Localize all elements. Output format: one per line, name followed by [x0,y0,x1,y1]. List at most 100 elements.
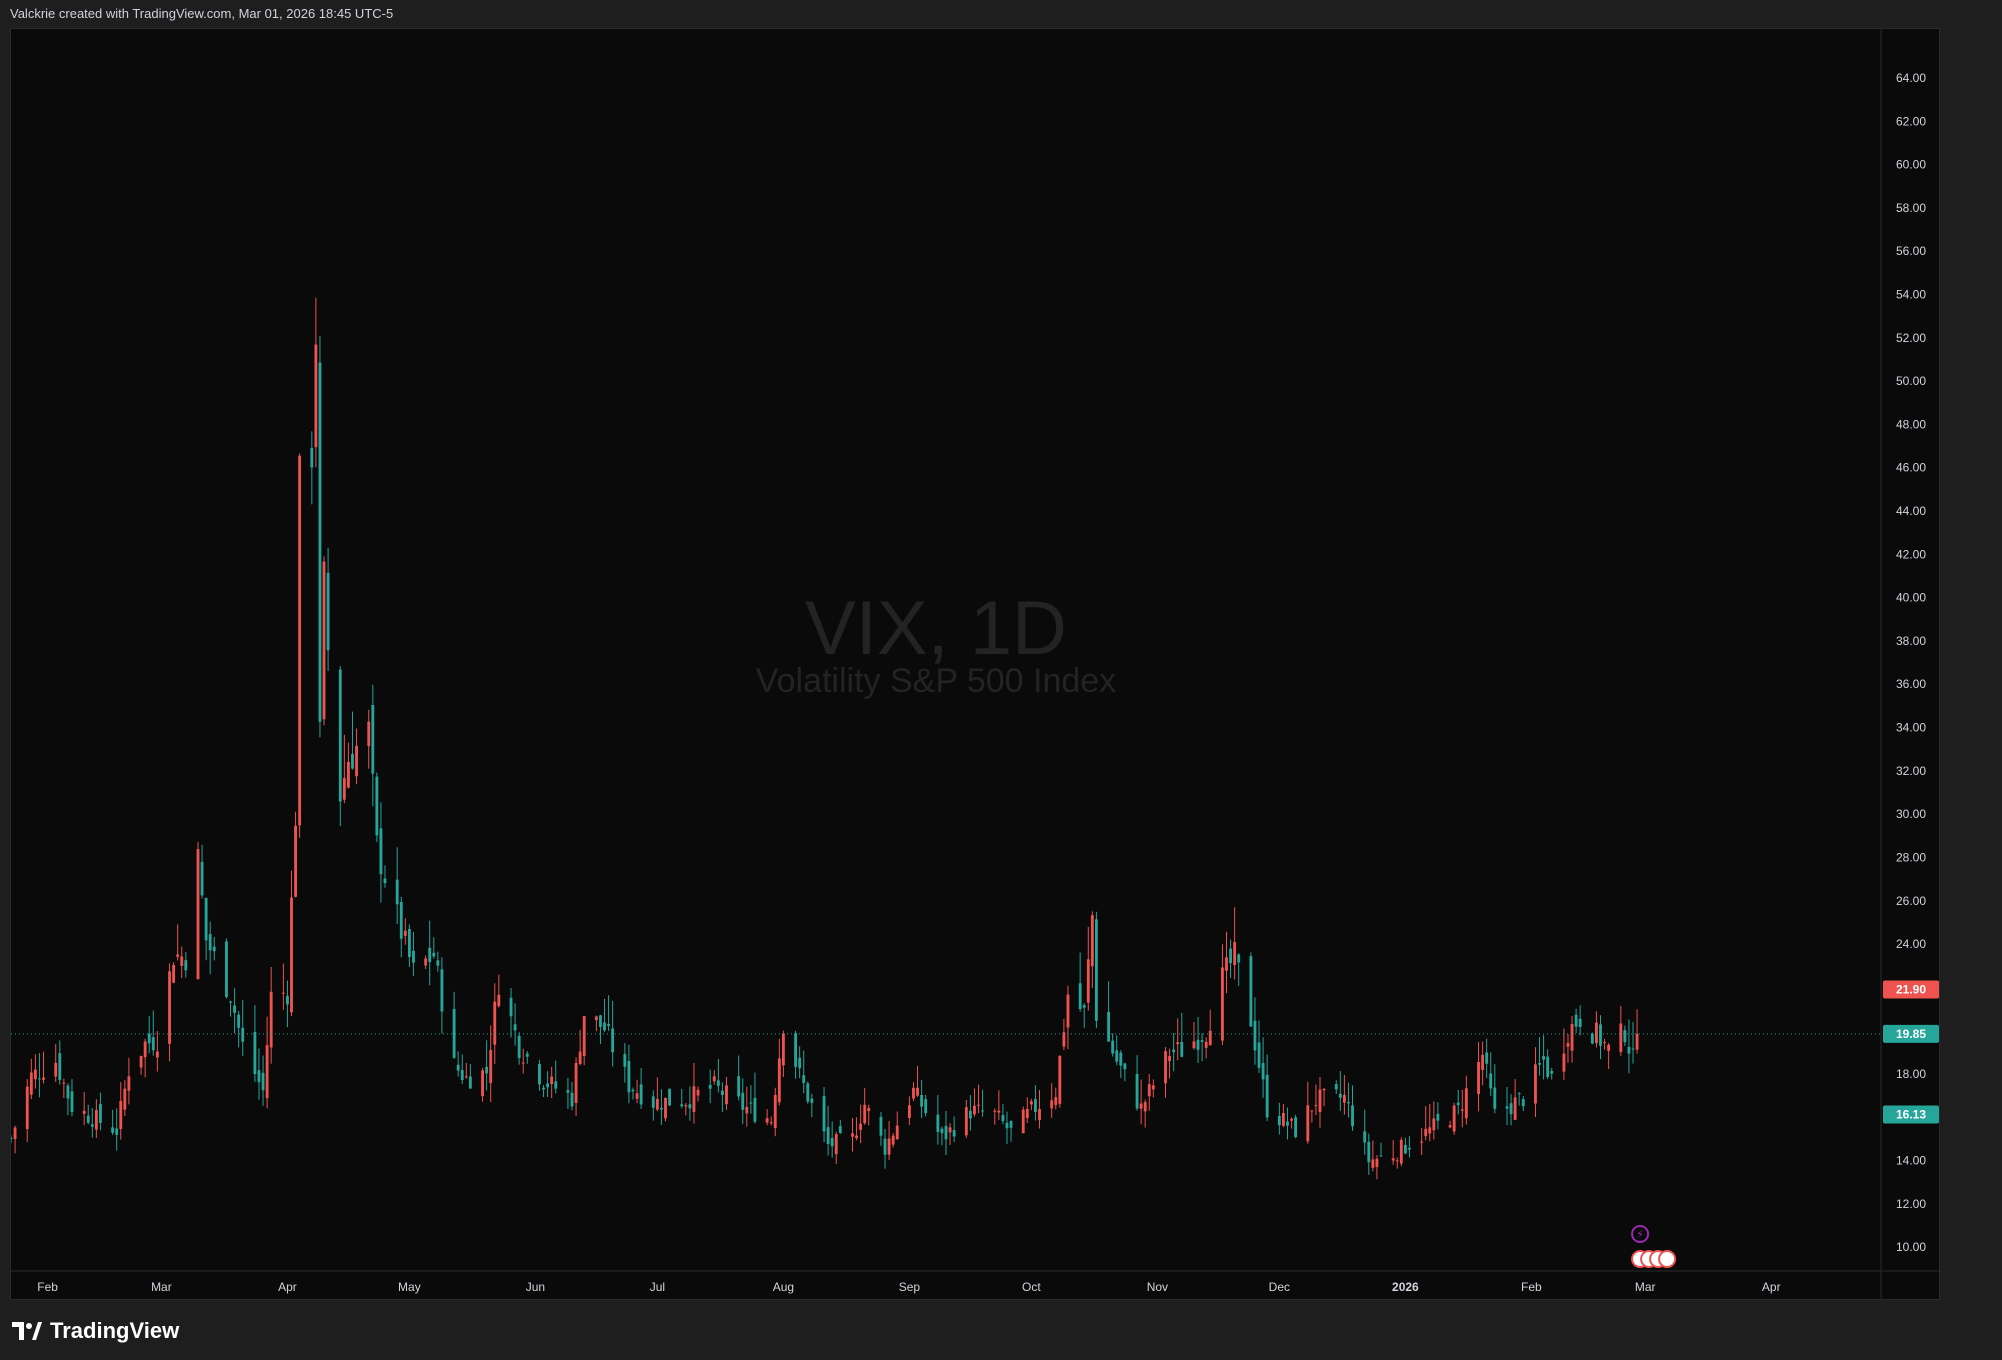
candle-body[interactable] [1375,1158,1379,1167]
candle-body[interactable] [944,1126,948,1140]
candle-body[interactable] [1249,956,1253,1027]
candle-body[interactable] [1119,1052,1123,1066]
candle-body[interactable] [1448,1125,1452,1128]
candle-body[interactable] [907,1105,911,1119]
candle-body[interactable] [468,1076,472,1089]
candle-body[interactable] [765,1118,769,1123]
candle-body[interactable] [1168,1056,1172,1062]
candle-body[interactable] [86,1115,90,1123]
candle-body[interactable] [538,1063,541,1085]
candle-body[interactable] [485,1066,489,1074]
candle-body[interactable] [212,946,216,952]
candle-body[interactable] [1021,1109,1025,1134]
candle-body[interactable] [1627,1046,1631,1054]
candle-body[interactable] [1009,1121,1013,1128]
candle-body[interactable] [399,901,403,939]
candle-body[interactable] [286,995,289,1005]
candle-body[interactable] [172,964,176,983]
candle-body[interactable] [1493,1087,1497,1109]
candle-body[interactable] [993,1110,997,1112]
candle-body[interactable] [253,1031,257,1075]
candle-body[interactable] [680,1104,684,1107]
candle-body[interactable] [1180,1041,1184,1057]
candle-body[interactable] [1147,1084,1151,1097]
candle-body[interactable] [82,1110,86,1114]
candle-body[interactable] [1546,1056,1550,1077]
candle-body[interactable] [1204,1041,1208,1048]
candle-body[interactable] [90,1124,94,1127]
candle-body[interactable] [997,1110,1001,1113]
candle-body[interactable] [1277,1115,1281,1126]
candle-body[interactable] [1338,1093,1342,1098]
candle-body[interactable] [412,950,415,963]
candle-body[interactable] [155,1051,159,1058]
candle-body[interactable] [11,1137,13,1140]
candle-body[interactable] [517,1035,521,1059]
candle-body[interactable] [769,1122,773,1124]
candle-body[interactable] [1542,1056,1546,1060]
candle-body[interactable] [33,1069,37,1080]
candle-body[interactable] [1481,1054,1485,1070]
candle-body[interactable] [481,1070,484,1097]
candle-body[interactable] [200,861,204,896]
candle-body[interactable] [912,1087,915,1099]
candle-body[interactable] [1208,1030,1212,1046]
candle-body[interactable] [407,928,411,957]
candle-body[interactable] [1562,1053,1566,1072]
candle-body[interactable] [371,705,375,774]
candle-body[interactable] [99,1104,102,1123]
candle-body[interactable] [1221,967,1224,1041]
candle-body[interactable] [964,1107,968,1136]
candle-body[interactable] [1342,1094,1346,1103]
candle-body[interactable] [1603,1042,1606,1044]
chart-pane[interactable]: VIX, 1D Volatility S&P 500 Index 64.00 62.0… [10,28,1941,1301]
candle-body[interactable] [1139,1103,1143,1109]
candle-body[interactable] [294,825,297,897]
candle-body[interactable] [895,1125,899,1140]
candle-body[interactable] [1062,1032,1066,1047]
candle-body[interactable] [716,1080,720,1086]
candle-body[interactable] [1281,1112,1285,1126]
candle-body[interactable] [582,1016,586,1056]
candle-body[interactable] [1505,1106,1509,1109]
candle-body[interactable] [379,828,383,875]
candle-body[interactable] [781,1033,785,1066]
candle-body[interactable] [1192,1041,1196,1049]
candle-body[interactable] [1082,1005,1086,1008]
candle-body[interactable] [773,1094,777,1128]
candle-body[interactable] [1619,1023,1623,1052]
candle-body[interactable] [424,958,428,966]
candle-body[interactable] [123,1088,127,1110]
candle-body[interactable] [891,1135,895,1145]
candle-body[interactable] [712,1076,716,1082]
candle-body[interactable] [578,1051,582,1064]
candle-body[interactable] [1489,1073,1493,1089]
candle-body[interactable] [655,1098,659,1110]
candle-body[interactable] [1034,1099,1037,1113]
candle-body[interactable] [1521,1098,1525,1107]
candle-body[interactable] [611,1028,615,1053]
candle-body[interactable] [1631,1048,1635,1050]
candle-body[interactable] [237,1014,241,1028]
candle-body[interactable] [493,1001,497,1045]
candle-body[interactable] [599,1015,602,1027]
candle-body[interactable] [603,1022,606,1031]
candle-body[interactable] [1054,1097,1058,1105]
candle-body[interactable] [859,1123,863,1130]
candle-body[interactable] [887,1138,891,1155]
candle-body[interactable] [1513,1097,1517,1120]
candle-body[interactable] [1595,1022,1598,1044]
candle-body[interactable] [346,761,350,788]
candle-body[interactable] [607,1023,611,1026]
candle-body[interactable] [1310,1110,1314,1112]
candle-body[interactable] [338,669,342,802]
candle-body[interactable] [546,1083,550,1088]
candle-body[interactable] [314,344,318,448]
candle-body[interactable] [509,997,513,1017]
candle-body[interactable] [1123,1063,1127,1070]
candle-body[interactable] [375,776,379,836]
candle-body[interactable] [1005,1122,1009,1129]
candle-body[interactable] [318,362,322,722]
tradingview-logo[interactable]: TradingView [12,1318,179,1344]
